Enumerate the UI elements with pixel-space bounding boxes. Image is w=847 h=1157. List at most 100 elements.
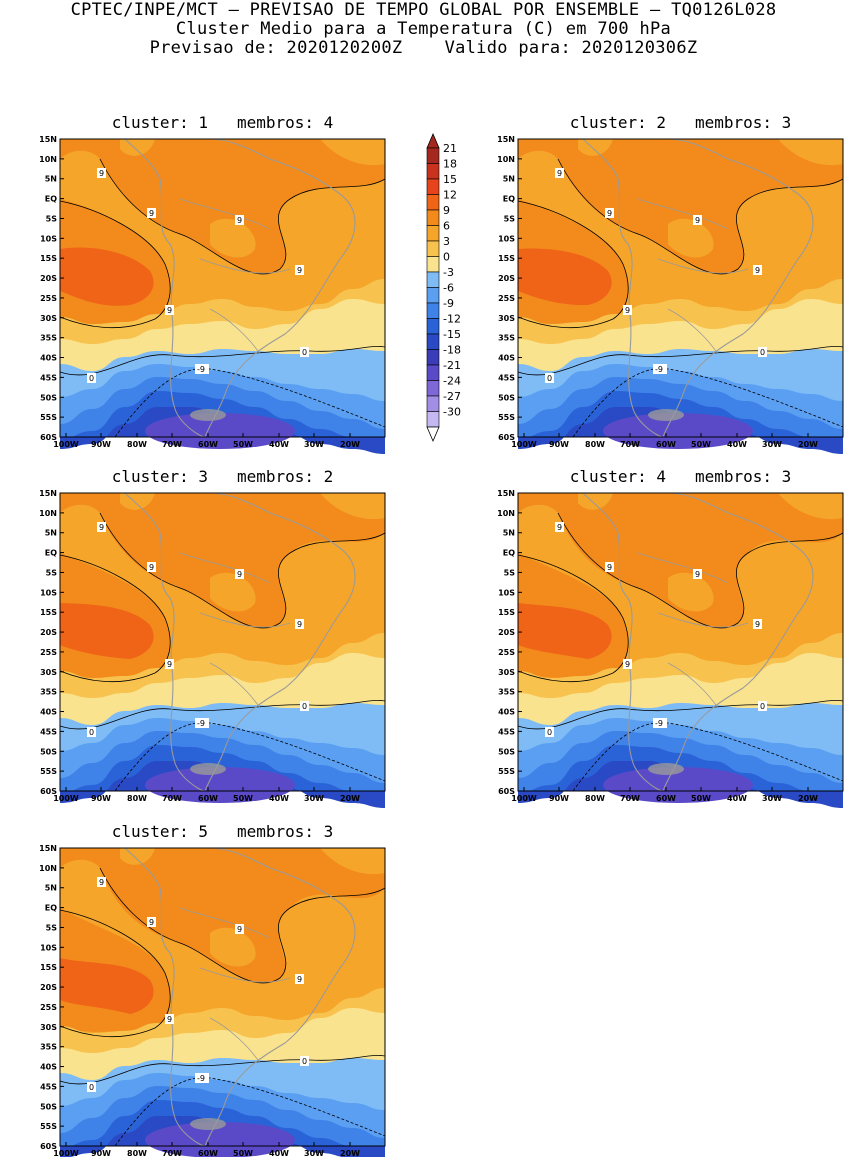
contour-label: 9 [147,917,156,927]
lat-tick-label: 30S [40,668,57,677]
field-12-15-core [60,603,154,659]
colorbar-label: 3 [443,235,450,248]
svg-text:9: 9 [607,209,612,218]
lat-tick-label: 45S [40,373,57,382]
svg-text:9: 9 [167,660,172,669]
svg-text:9: 9 [557,169,562,178]
lat-tick-label: 10N [39,155,57,164]
colorbar-label: -18 [443,344,461,357]
lat-tick-label: 35S [498,334,515,343]
svg-text:0: 0 [302,1057,307,1066]
contour-label: 0 [87,1082,96,1092]
lat-tick-label: EQ [45,549,57,558]
contour-label: 9 [295,265,304,275]
colorbar-label: -30 [443,406,461,419]
lon-tick-label: 40W [727,794,747,803]
lon-tick-label: 50W [233,440,253,449]
svg-text:9: 9 [297,975,302,984]
map-frame [517,492,844,792]
field-12-15-core [60,958,154,1014]
contour-label: 9 [693,569,702,579]
contour-minus9 [572,368,844,438]
colorbar-bottom-arrow [426,426,440,443]
contour-label: -9 [195,1073,209,1083]
lon-tick-label: 90W [549,440,569,449]
lat-tick-label: 60S [498,787,515,796]
lat-tick-label: 5S [504,568,516,577]
lat-tick-label: 35S [498,688,515,697]
lat-tick-label: 30S [40,314,57,323]
lat-tick-label: 10S [498,234,515,243]
contour-label: 9 [295,619,304,629]
colorbar-swatch [426,349,440,366]
field-pocket [668,572,714,612]
contour-label: -9 [195,718,209,728]
colorbar-swatch [426,147,440,164]
contour-9-north [557,158,844,275]
contour-label: 9 [555,168,564,178]
contour-0 [517,700,844,730]
svg-text:9: 9 [625,660,630,669]
contour-label: 9 [165,659,174,669]
lat-tick-label: 20S [498,628,515,637]
contour-label: 9 [693,215,702,225]
colorbar-label: -6 [443,282,454,295]
tierra-del-fuego [190,409,226,421]
svg-text:9: 9 [297,620,302,629]
contour-9-north [557,512,844,629]
lat-tick-label: 15N [39,844,57,853]
svg-text:9: 9 [149,563,154,572]
lat-tick-label: EQ [45,904,57,913]
svg-text:9: 9 [297,266,302,275]
lat-tick-label: 50S [498,393,515,402]
lat-tick-label: 50S [40,393,57,402]
lat-tick-label: 15S [498,254,515,263]
tierra-del-fuego [648,409,684,421]
panel-title-cluster-5: cluster: 5 membros: 3 [111,822,334,841]
colorbar-swatch [426,256,440,273]
colorbar-label: -9 [443,297,454,310]
field-pocket [320,493,385,520]
lat-tick-label: 40S [40,1063,57,1072]
contour-9-north [99,512,386,629]
colorbar-label: 6 [443,220,450,233]
field-pocket [210,218,256,258]
lat-tick-label: 45S [40,727,57,736]
lon-tick-label: 70W [162,440,182,449]
colorbar-swatch [426,302,440,319]
lon-tick-label: 70W [620,794,640,803]
svg-text:9: 9 [99,523,104,532]
lat-tick-label: 5N [503,175,515,184]
contour-label: 9 [97,522,106,532]
lat-tick-label: 15N [497,489,515,498]
svg-text:-9: -9 [655,365,663,374]
lat-tick-label: 55S [40,413,57,422]
lat-tick-label: 5N [45,175,57,184]
contour-label: 0 [300,1056,309,1066]
svg-text:0: 0 [89,374,94,383]
contour-label: 9 [605,562,614,572]
lon-tick-label: 60W [198,440,218,449]
contour-label: 9 [97,877,106,887]
political-borders [179,198,291,355]
svg-text:9: 9 [167,1015,172,1024]
lat-tick-label: 55S [40,1122,57,1131]
lat-tick-label: 35S [40,334,57,343]
colorbar-label: 12 [443,189,457,202]
lon-tick-label: 60W [656,440,676,449]
svg-text:9: 9 [237,925,242,934]
lat-tick-label: 55S [498,767,515,776]
contour-label: 0 [300,701,309,711]
colorbar-label: 21 [443,142,457,155]
panel-title-cluster-4: cluster: 4 membros: 3 [569,467,792,486]
contour-label: 0 [87,727,96,737]
tierra-del-fuego [190,763,226,775]
svg-text:9: 9 [755,266,760,275]
map-cluster-1: 0 0 -9 9 9 9 9 9 15N 10N 5N EQ 5S 10S 15S 20S 25S 30S 35S 4… [39,135,386,454]
colorbar-label: -24 [443,375,461,388]
lat-tick-label: 10N [497,509,515,518]
field-pocket [668,218,714,258]
lon-tick-label: 80W [585,794,605,803]
lon-tick-label: 80W [585,440,605,449]
political-borders [637,552,749,709]
